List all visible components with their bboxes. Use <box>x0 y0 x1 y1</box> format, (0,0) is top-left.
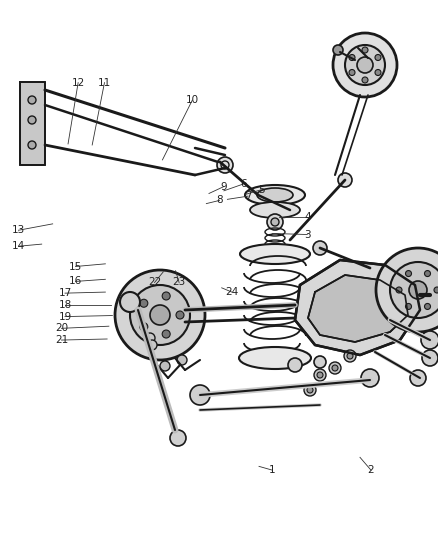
Circle shape <box>145 333 155 343</box>
Text: 3: 3 <box>303 230 310 239</box>
Circle shape <box>287 358 301 372</box>
Polygon shape <box>20 82 45 165</box>
Circle shape <box>360 369 378 387</box>
Circle shape <box>356 57 372 73</box>
Circle shape <box>361 47 367 53</box>
Circle shape <box>312 241 326 255</box>
Circle shape <box>313 369 325 381</box>
Circle shape <box>420 331 438 349</box>
Circle shape <box>361 77 367 83</box>
Circle shape <box>28 116 36 124</box>
Ellipse shape <box>240 244 309 264</box>
Text: 16: 16 <box>69 277 82 286</box>
Circle shape <box>389 262 438 318</box>
Text: 20: 20 <box>55 324 68 333</box>
Circle shape <box>162 292 170 300</box>
Text: 7: 7 <box>244 191 251 201</box>
Circle shape <box>421 350 437 366</box>
Circle shape <box>346 353 352 359</box>
Circle shape <box>332 33 396 97</box>
Polygon shape <box>307 275 407 342</box>
Circle shape <box>139 299 148 307</box>
Text: 8: 8 <box>215 196 223 205</box>
Circle shape <box>190 385 209 405</box>
Ellipse shape <box>238 347 310 369</box>
Text: 4: 4 <box>303 213 310 222</box>
Circle shape <box>375 248 438 332</box>
Circle shape <box>424 303 430 310</box>
Circle shape <box>270 218 279 226</box>
Circle shape <box>159 361 170 371</box>
Text: 21: 21 <box>55 335 68 345</box>
Text: 17: 17 <box>58 288 71 298</box>
Text: 19: 19 <box>58 312 71 321</box>
Circle shape <box>328 362 340 374</box>
Text: 10: 10 <box>185 95 198 105</box>
Circle shape <box>306 387 312 393</box>
Circle shape <box>130 285 190 345</box>
Circle shape <box>177 355 187 365</box>
Circle shape <box>28 96 36 104</box>
Circle shape <box>433 287 438 293</box>
Circle shape <box>176 311 184 319</box>
Circle shape <box>395 287 401 293</box>
Circle shape <box>405 271 410 277</box>
Circle shape <box>162 330 170 338</box>
Circle shape <box>374 54 380 61</box>
Polygon shape <box>294 260 419 355</box>
Circle shape <box>337 173 351 187</box>
Circle shape <box>115 270 205 360</box>
Circle shape <box>28 141 36 149</box>
Text: 24: 24 <box>225 287 238 297</box>
Circle shape <box>147 340 157 350</box>
Text: 1: 1 <box>268 465 275 475</box>
Circle shape <box>332 45 342 55</box>
Text: 15: 15 <box>69 262 82 271</box>
Circle shape <box>374 69 380 76</box>
Circle shape <box>120 292 140 312</box>
Text: 13: 13 <box>12 225 25 235</box>
Text: 23: 23 <box>172 278 185 287</box>
Text: 18: 18 <box>58 300 71 310</box>
Circle shape <box>303 384 315 396</box>
Text: 22: 22 <box>148 278 161 287</box>
Text: 5: 5 <box>257 185 264 195</box>
Circle shape <box>316 372 322 378</box>
Circle shape <box>344 45 384 85</box>
Circle shape <box>408 281 426 299</box>
Text: 11: 11 <box>98 78 111 87</box>
Circle shape <box>405 303 410 310</box>
Circle shape <box>139 323 148 331</box>
Circle shape <box>343 350 355 362</box>
Circle shape <box>266 214 283 230</box>
Circle shape <box>216 157 233 173</box>
Circle shape <box>409 370 425 386</box>
Circle shape <box>170 430 186 446</box>
Text: 9: 9 <box>220 182 227 191</box>
Text: 6: 6 <box>240 179 247 189</box>
Circle shape <box>348 54 354 61</box>
Circle shape <box>313 356 325 368</box>
Text: 14: 14 <box>12 241 25 251</box>
Circle shape <box>424 271 430 277</box>
Circle shape <box>331 365 337 371</box>
Ellipse shape <box>256 188 292 202</box>
Text: 2: 2 <box>367 465 374 475</box>
Circle shape <box>348 69 354 76</box>
Ellipse shape <box>249 202 299 218</box>
Circle shape <box>150 305 170 325</box>
Ellipse shape <box>244 185 304 205</box>
Text: 12: 12 <box>71 78 85 87</box>
